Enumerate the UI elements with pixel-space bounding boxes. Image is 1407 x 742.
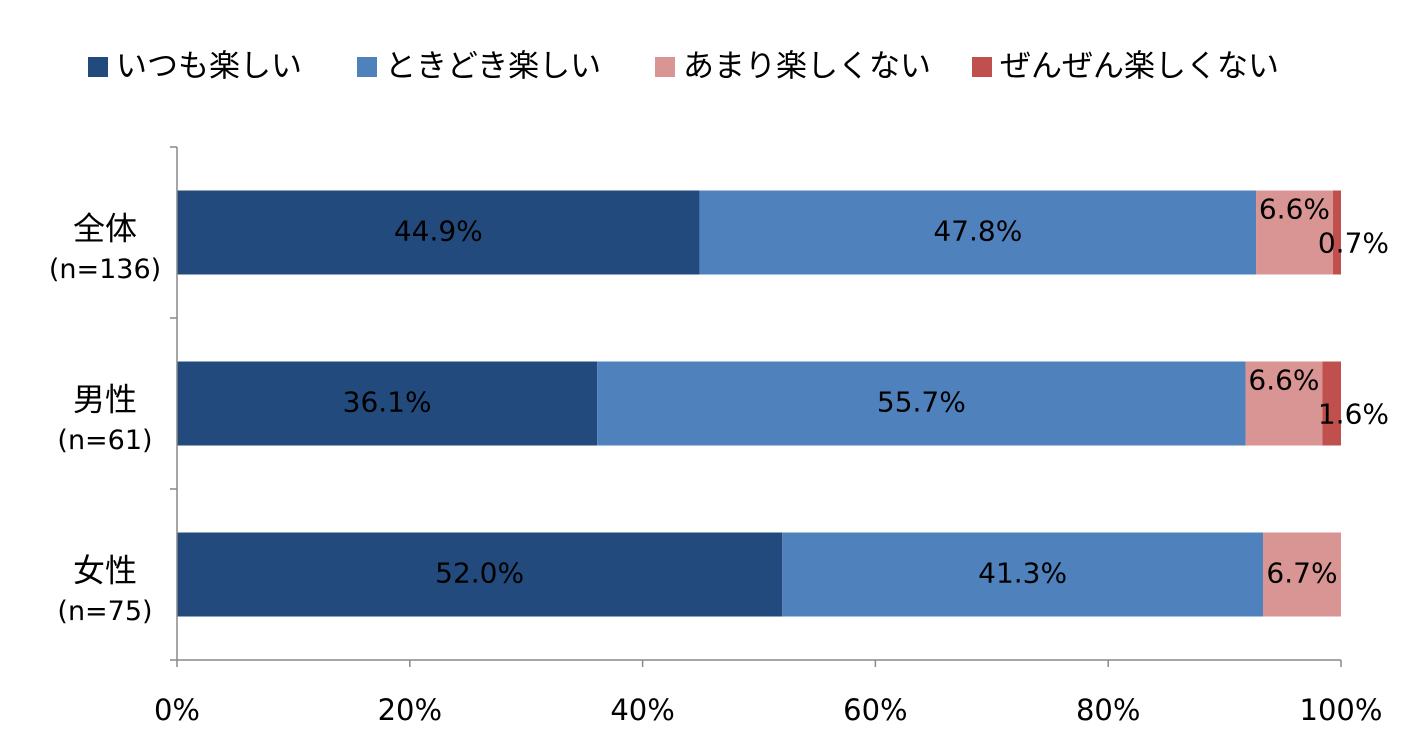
value-label: 55.7% bbox=[877, 386, 966, 419]
legend-label: ときどき楽しい bbox=[385, 49, 601, 85]
y-tick-label: 全体 bbox=[73, 210, 137, 248]
bar-segment bbox=[1322, 361, 1341, 446]
value-label: 6.7% bbox=[1266, 557, 1337, 590]
bar-segment bbox=[177, 532, 783, 617]
x-tick-label: 0% bbox=[154, 693, 200, 727]
bar-segment bbox=[1256, 190, 1333, 275]
bar-segment bbox=[1332, 190, 1341, 275]
y-tick-note: (n=136) bbox=[49, 254, 161, 285]
legend-swatch bbox=[88, 57, 108, 77]
value-label: 36.1% bbox=[343, 386, 432, 419]
x-tick-label: 40% bbox=[610, 693, 674, 727]
legend-swatch bbox=[972, 57, 992, 77]
legend-label: あまり楽しくない bbox=[683, 49, 931, 85]
bar-segment bbox=[782, 532, 1264, 617]
x-tick-label: 100% bbox=[1300, 693, 1383, 727]
value-label: 0.7% bbox=[1318, 227, 1389, 260]
x-tick-label: 60% bbox=[843, 693, 907, 727]
legend-swatch bbox=[655, 57, 675, 77]
value-label: 6.6% bbox=[1259, 193, 1330, 226]
y-tick-note: (n=75) bbox=[57, 596, 152, 627]
value-label: 44.9% bbox=[394, 215, 483, 248]
bar-segment bbox=[1263, 532, 1341, 617]
bar-segment bbox=[177, 361, 598, 446]
legend-swatch bbox=[357, 57, 377, 77]
legend-label: ぜんぜん楽しくない bbox=[1000, 49, 1279, 85]
value-label: 41.3% bbox=[978, 557, 1067, 590]
x-tick-label: 80% bbox=[1076, 693, 1140, 727]
bar-segment bbox=[699, 190, 1257, 275]
value-label: 52.0% bbox=[435, 557, 524, 590]
bar-segment bbox=[177, 190, 700, 275]
y-tick-label: 女性 bbox=[73, 552, 137, 590]
legend-label: いつも楽しい bbox=[116, 49, 302, 85]
x-tick-label: 20% bbox=[378, 693, 442, 727]
value-label: 6.6% bbox=[1248, 364, 1319, 397]
y-tick-note: (n=61) bbox=[57, 425, 152, 456]
y-tick-label: 男性 bbox=[73, 381, 137, 419]
value-label: 1.6% bbox=[1318, 398, 1389, 431]
bar-segment bbox=[597, 361, 1246, 446]
value-label: 47.8% bbox=[933, 215, 1022, 248]
bar-segment bbox=[1245, 361, 1323, 446]
